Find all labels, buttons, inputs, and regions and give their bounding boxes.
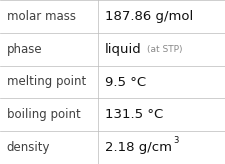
Text: 131.5 °C: 131.5 °C: [105, 108, 163, 121]
Text: 187.86 g/mol: 187.86 g/mol: [105, 10, 192, 23]
Text: melting point: melting point: [7, 75, 86, 89]
Text: density: density: [7, 141, 50, 154]
Text: (at STP): (at STP): [147, 45, 182, 54]
Text: 3: 3: [172, 136, 178, 145]
Text: liquid: liquid: [105, 43, 141, 56]
Text: phase: phase: [7, 43, 42, 56]
Text: boiling point: boiling point: [7, 108, 80, 121]
Text: 2.18 g/cm: 2.18 g/cm: [105, 141, 171, 154]
Text: liquid: liquid: [105, 43, 141, 56]
Text: molar mass: molar mass: [7, 10, 75, 23]
Text: 9.5 °C: 9.5 °C: [105, 75, 146, 89]
